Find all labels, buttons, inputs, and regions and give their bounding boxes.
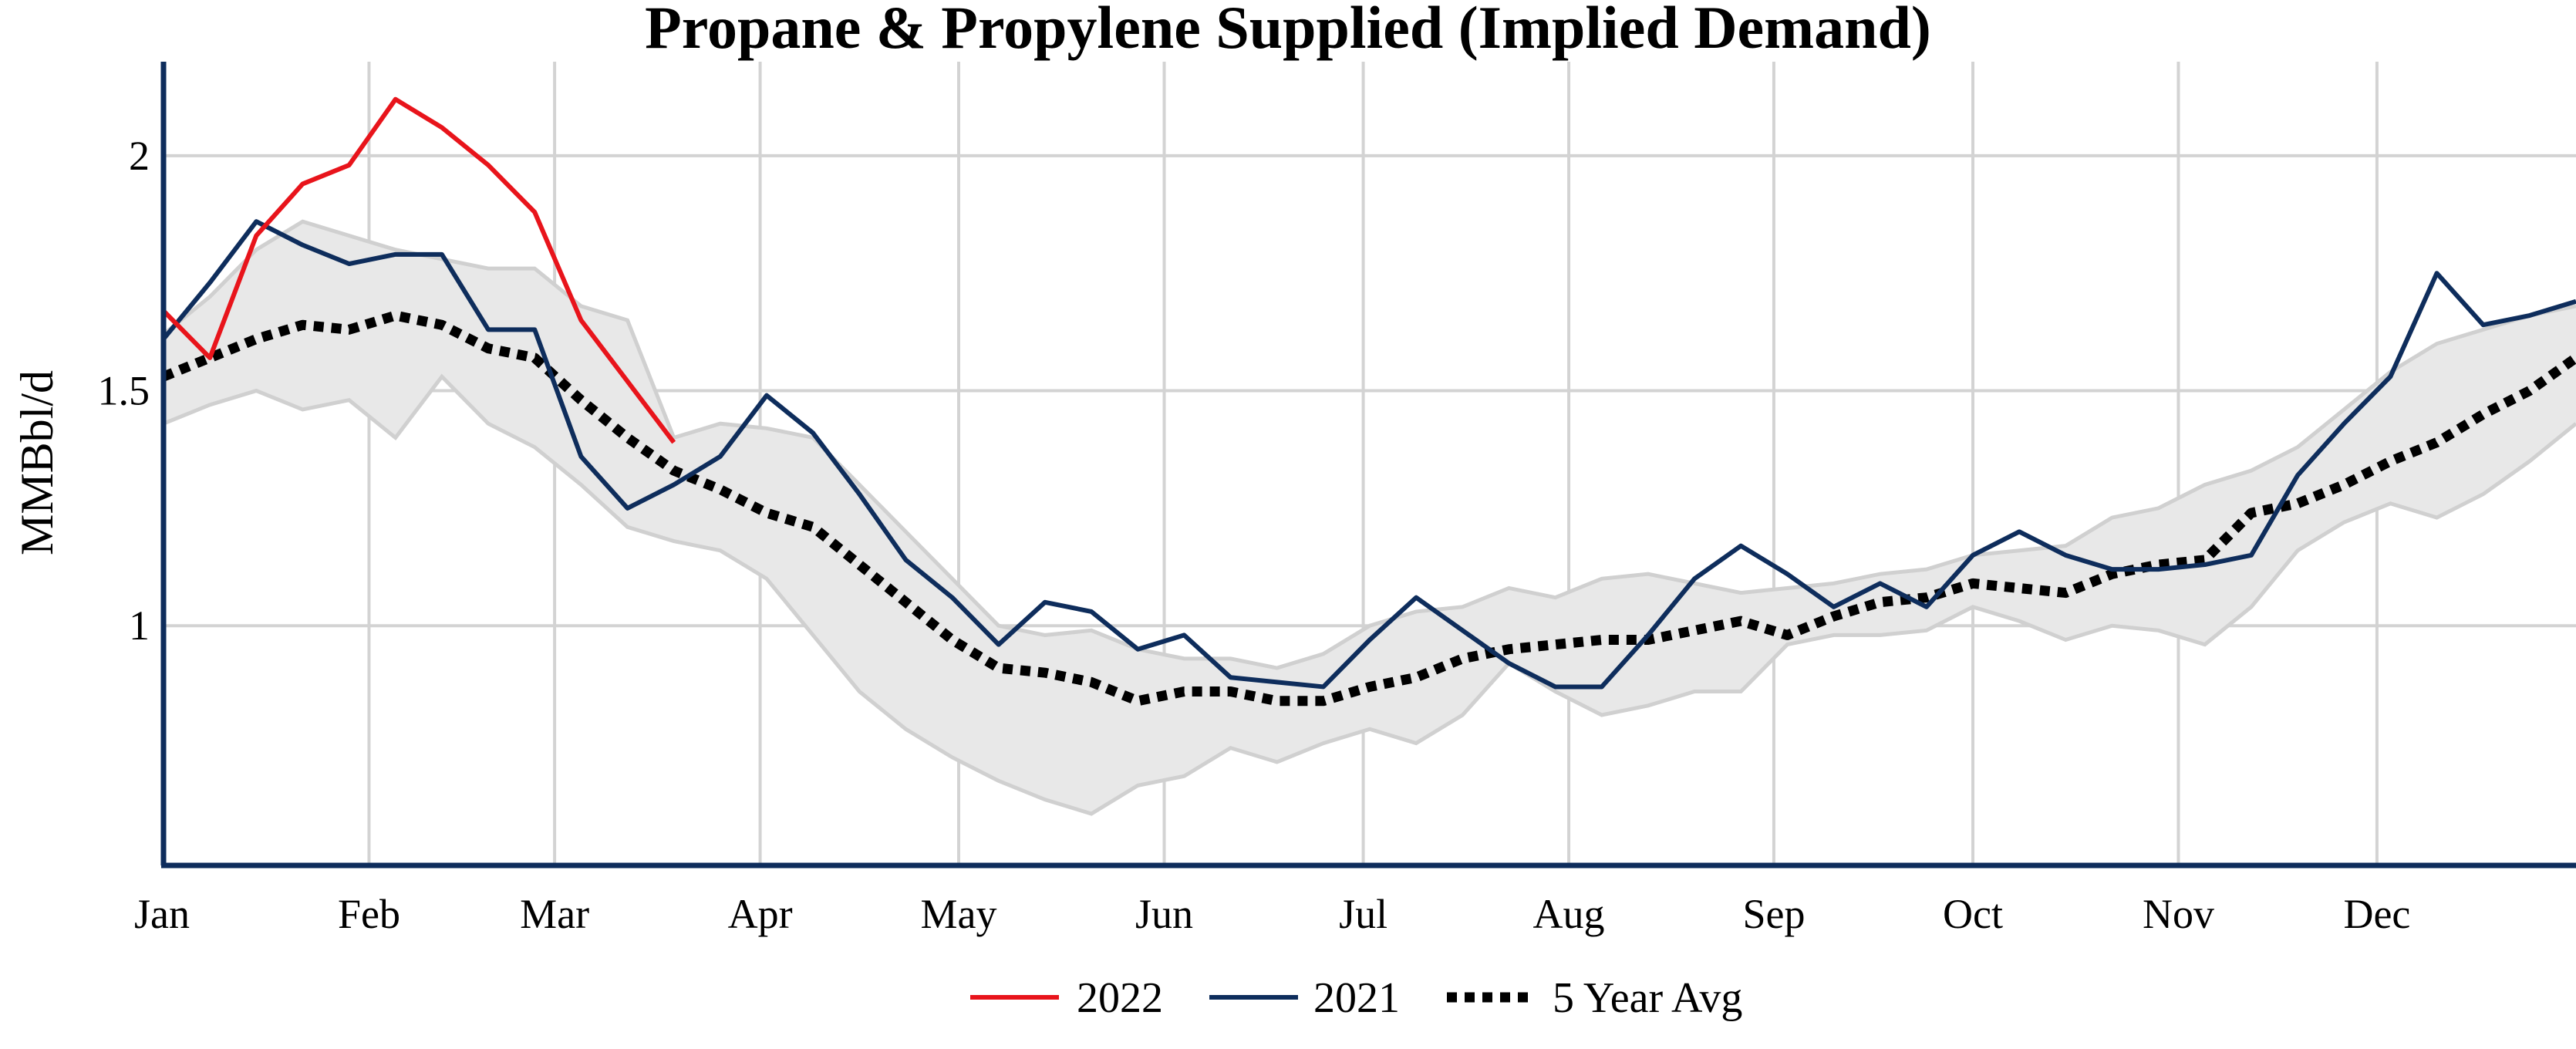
range-band-upper-edge: [162, 219, 2576, 670]
grid-layer: [164, 62, 2576, 865]
x-tick-label: Oct: [1943, 891, 2003, 937]
x-tick-label: Nov: [2143, 891, 2214, 937]
range-band: [164, 221, 2576, 814]
series-line-2022: [161, 96, 676, 444]
x-tick-label: Dec: [2343, 891, 2410, 937]
range-band-lower-edge: [163, 373, 2576, 816]
x-tick-label: Feb: [338, 891, 400, 937]
x-tick-label: Jul: [1339, 891, 1387, 937]
x-tick-label: Apr: [728, 891, 793, 937]
x-tick-label: Jan: [134, 891, 190, 937]
chart-title: Propane & Propylene Supplied (Implied De…: [645, 0, 1931, 61]
legend: 2022 2021 5 Year Avg: [970, 974, 1742, 1022]
legend-label-2021: 2021: [1313, 974, 1400, 1022]
y-axis-label: MMBbl/d: [12, 370, 62, 555]
axis-layer: [160, 62, 2576, 869]
series-layer: [161, 96, 2576, 707]
x-tick-label: Mar: [520, 891, 589, 937]
y-tick-label: 1.5: [98, 368, 150, 414]
range-band-layer: [162, 219, 2576, 816]
y-tick-label: 2: [129, 133, 150, 179]
legend-label-2022: 2022: [1077, 974, 1163, 1022]
legend-label-5-year-avg: 5 Year Avg: [1553, 974, 1742, 1022]
series-line-5-year-avg: [161, 310, 2576, 707]
x-tick-label: Sep: [1742, 891, 1805, 937]
tick-label-layer: Jan Feb Mar Apr May Jun Jul Aug Sep Oct Nov Dec 1 1.5…: [98, 133, 2411, 937]
y-tick-label: 1: [129, 602, 150, 649]
x-tick-label: May: [921, 891, 997, 937]
x-tick-label: Aug: [1533, 891, 1605, 937]
series-line-2021: [161, 219, 2576, 690]
x-tick-label: Jun: [1135, 891, 1193, 937]
